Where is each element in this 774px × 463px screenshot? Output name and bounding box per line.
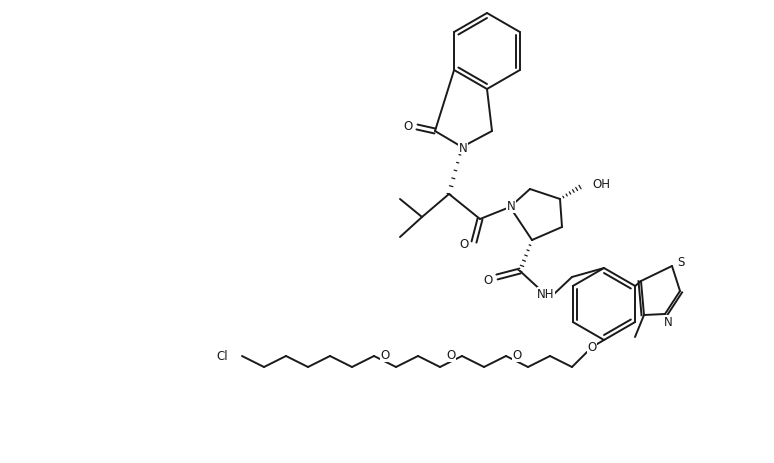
Text: O: O bbox=[587, 341, 597, 354]
Text: S: S bbox=[677, 256, 685, 269]
Text: O: O bbox=[460, 238, 468, 251]
Text: Cl: Cl bbox=[217, 350, 228, 363]
Text: N: N bbox=[459, 141, 467, 154]
Text: O: O bbox=[484, 273, 492, 286]
Text: N: N bbox=[507, 200, 515, 213]
Text: O: O bbox=[447, 348, 456, 361]
Text: O: O bbox=[512, 348, 522, 361]
Text: OH: OH bbox=[592, 177, 610, 190]
Text: O: O bbox=[380, 348, 389, 361]
Text: NH: NH bbox=[537, 288, 555, 301]
Text: O: O bbox=[403, 119, 413, 132]
Text: N: N bbox=[663, 316, 673, 329]
